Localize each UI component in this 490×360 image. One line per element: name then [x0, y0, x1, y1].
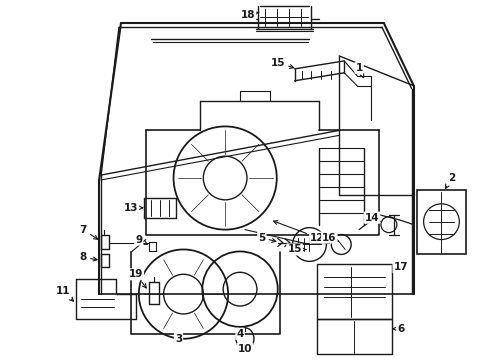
Bar — [416, 190, 466, 255]
Text: 9: 9 — [135, 234, 147, 244]
Text: 11: 11 — [56, 286, 74, 301]
Text: 7: 7 — [79, 225, 98, 239]
Text: 13: 13 — [123, 203, 143, 213]
Text: 15: 15 — [287, 244, 306, 255]
Text: 16: 16 — [322, 233, 338, 243]
Text: 12: 12 — [273, 221, 325, 243]
Text: 18: 18 — [241, 10, 259, 20]
Text: 1: 1 — [355, 63, 364, 78]
Bar — [318, 319, 392, 354]
Text: 14: 14 — [365, 213, 380, 223]
Text: 15: 15 — [270, 58, 294, 68]
Text: 8: 8 — [80, 252, 97, 262]
Text: 17: 17 — [392, 262, 408, 272]
Text: 3: 3 — [175, 334, 183, 344]
Text: 5: 5 — [258, 233, 276, 243]
Text: 6: 6 — [393, 324, 404, 334]
Text: 4: 4 — [236, 328, 244, 339]
Text: 19: 19 — [129, 269, 147, 288]
Text: 2: 2 — [445, 173, 455, 188]
Bar — [318, 264, 392, 319]
Text: 10: 10 — [238, 344, 252, 354]
